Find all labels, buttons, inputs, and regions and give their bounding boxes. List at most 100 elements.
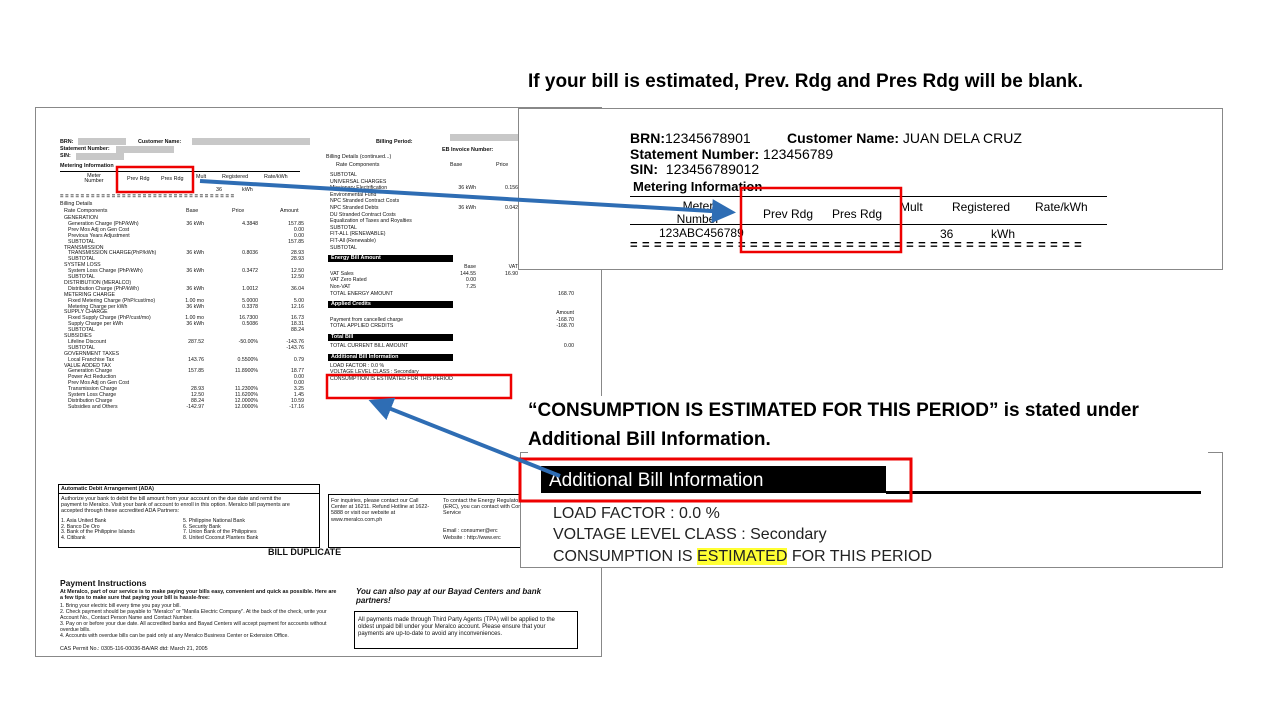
erc-text: To contact the Energy Regulatory Commiss… (443, 498, 554, 517)
cell: -142.97 (186, 403, 204, 410)
section-bar: Additional Bill Information (328, 353, 453, 361)
cell: 1.0012 (242, 285, 258, 292)
cell: SUBTOTAL (330, 224, 357, 231)
redaction (76, 153, 124, 160)
col-header: Meter Number (676, 199, 720, 227)
cell: 12.0000% (234, 397, 258, 404)
cell: SUBTOTAL (68, 327, 95, 334)
col-header: Rate/kWh (1035, 200, 1088, 214)
bank: 4. Citibank (61, 534, 86, 541)
cell: Lifeline Discount (68, 338, 107, 345)
bank: 1. Asia United Bank (61, 518, 107, 524)
label: BRN: (630, 130, 665, 146)
cell: Previous Years Adjustment (68, 232, 130, 239)
cell: SUBTOTAL (68, 274, 95, 280)
erc-email: Email : consumer@erc (443, 528, 498, 534)
voltage: VOLTAGE LEVEL CLASS : Secondary (553, 526, 827, 543)
cell: TRANSMISSION CHARGE(PhP/kWh) (68, 250, 157, 257)
redaction (192, 138, 310, 145)
cell: SUBTOTAL (68, 238, 95, 245)
cell: 168.70 (558, 290, 574, 297)
cell: 11.6200% (235, 392, 258, 398)
cell: 36 kWh (186, 321, 204, 328)
rule (630, 196, 1107, 197)
customer: Customer Name: JUAN DELA CRUZ (787, 130, 1022, 146)
cell: -50.00% (238, 338, 258, 345)
label: SIN: (60, 153, 71, 159)
cell: Supply Charge per kWh (68, 321, 124, 328)
cell: 0.00 (465, 277, 476, 284)
cell: 88.24 (291, 327, 304, 334)
step: 1. Bring your electric bill every time y… (60, 603, 181, 609)
section-bar: Total Bill (328, 334, 453, 341)
duplicate: BILL DUPLICATE (268, 547, 342, 557)
rule: = = = = = = = = = = = = = = = = = = = = … (630, 237, 1083, 252)
redaction (450, 134, 530, 141)
col-header: Rate Components (336, 162, 380, 168)
cell: VAT (508, 264, 518, 271)
cell: Transmission Charge (68, 386, 118, 393)
section-title: Billing Details (continued...) (326, 154, 392, 160)
cell: NPC Stranded Debts (330, 205, 379, 211)
col-header: Prev Rdg (763, 207, 814, 221)
cell: 5.0000 (242, 297, 258, 304)
cell: Environmental Fund (330, 191, 377, 198)
registered: 36 (940, 227, 954, 241)
cell: 157.85 (288, 220, 304, 227)
cell: 28.93 (291, 250, 304, 257)
cell: 36 kWh (186, 220, 204, 227)
label: Statement Number: (60, 146, 110, 152)
cell: 36 kWh (458, 185, 476, 192)
cell: 4.3848 (242, 220, 258, 227)
cell: -143.76 (286, 338, 304, 345)
section-heading: DISTRIBUTION (MERALCO) (64, 279, 132, 286)
cell: 36 kWh (186, 285, 204, 292)
bill: BRN: Customer Name: Statement Number: SI… (35, 107, 602, 657)
cell: 16.73 (291, 315, 304, 322)
cell: SUBTOTAL (330, 244, 357, 251)
value: 123456789 (763, 146, 834, 162)
permit: CAS Permit No.: 0305-116-00036-BA/AR dtd… (60, 646, 208, 652)
cell: TOTAL APPLIED CREDITS (330, 323, 394, 330)
tpa-text: All payments made through Third Party Ag… (358, 617, 555, 638)
col-header: Amount (280, 208, 299, 214)
cell: FIT-All (Renewable) (330, 238, 376, 244)
label: BRN: (60, 139, 74, 145)
cell: 0.3472 (242, 268, 258, 275)
cell: 16.7300 (239, 315, 258, 322)
cell: Local Franchise Tax (68, 356, 115, 363)
text: FOR THIS PERIOD (787, 548, 932, 565)
bank: 6. Security Bank (183, 523, 221, 530)
unit: kWh (242, 187, 253, 193)
col-header: Mult (900, 200, 923, 214)
cell: -168.70 (556, 316, 574, 323)
col-header: Base (450, 162, 463, 168)
section-heading: SUBSIDIES (64, 333, 92, 339)
cell: 0.79 (293, 356, 304, 363)
cell: Equalization of Taxes and Royalties (330, 218, 412, 225)
cell: 11.2300% (235, 386, 258, 393)
bank: 5. Philippine National Bank (183, 518, 246, 524)
cell: 36 kWh (186, 250, 204, 257)
cell: Non-VAT (330, 284, 351, 290)
statement: Statement Number: 123456789 (630, 146, 833, 162)
col-header: Registered (952, 200, 1011, 214)
cell: TOTAL ENERGY AMOUNT (330, 290, 393, 297)
text: CONSUMPTION IS (553, 548, 698, 565)
cell: CONSUMPTION IS ESTIMATED FOR THIS PERIOD (330, 375, 453, 382)
section-heading: GENERATION (64, 215, 98, 221)
rule (630, 224, 1107, 225)
cell: Fixed Metering Charge (PhP/cust/mo) (68, 297, 156, 304)
value: 12345678901 (665, 130, 751, 146)
bank: 3. Bank of the Philippine Islands (61, 529, 135, 536)
title: Additional Bill Information (549, 470, 764, 491)
cell: VOLTAGE LEVEL CLASS : Secondary (330, 369, 419, 376)
caption-top: If your bill is estimated, Prev. Rdg and… (528, 71, 1083, 92)
col-header: Pres Rdg (161, 176, 184, 182)
section-heading: TRANSMISSION (64, 244, 104, 251)
cell: 28.93 (291, 256, 304, 263)
cell: 157.85 (288, 238, 304, 245)
value: JUAN DELA CRUZ (902, 130, 1022, 146)
section-heading: VALUE ADDED TAX (64, 362, 111, 369)
cell: 36 kWh (458, 205, 476, 211)
